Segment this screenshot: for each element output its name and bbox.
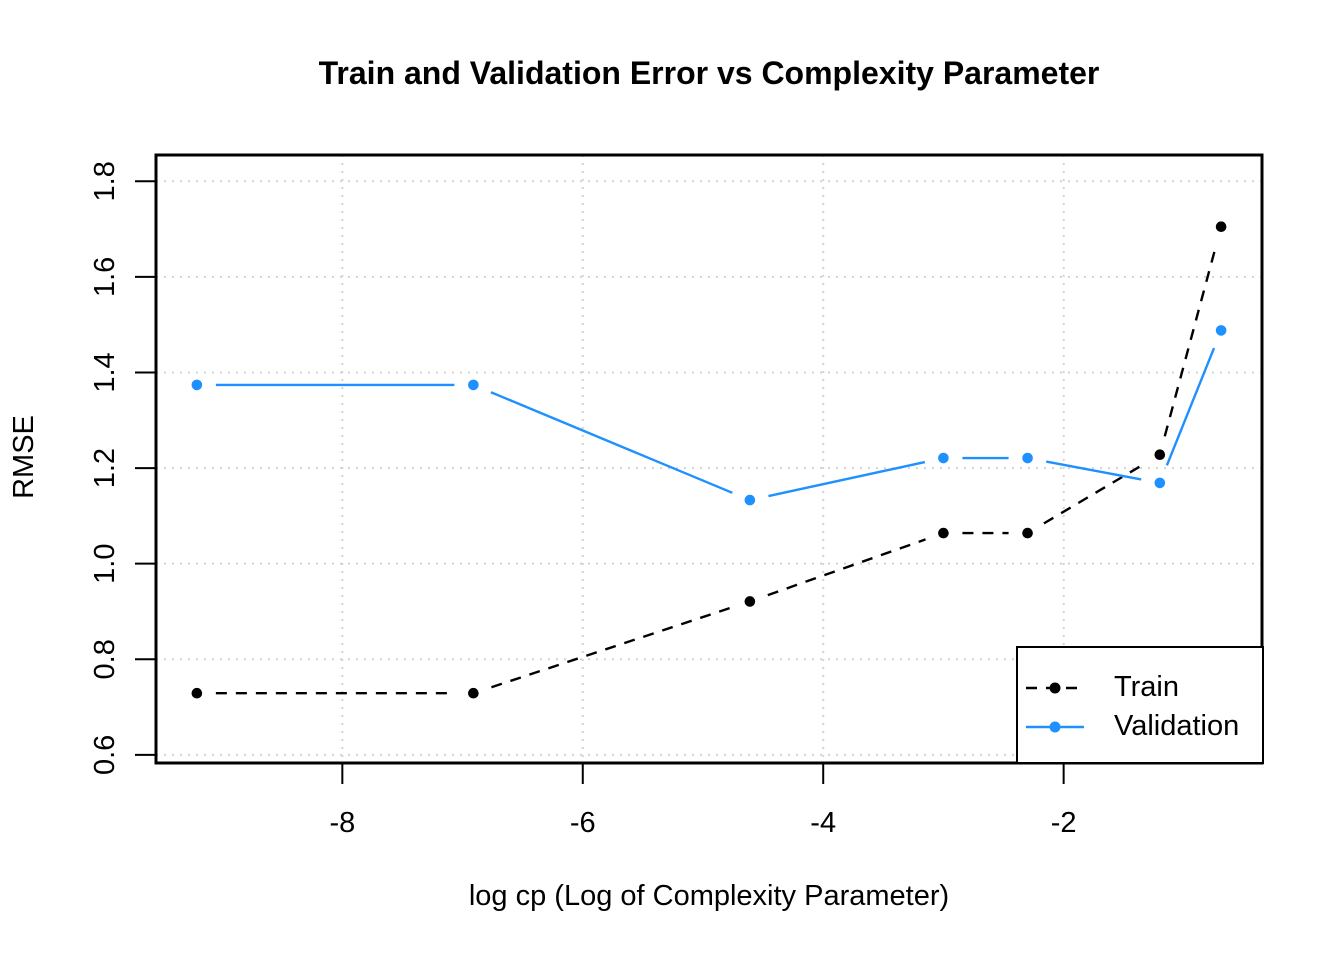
data-point [468, 379, 479, 391]
series-segment [768, 460, 926, 498]
chart-title: Train and Validation Error vs Complexity… [318, 55, 1100, 91]
data-point [1154, 449, 1166, 460]
y-axis-title: RMSE [8, 415, 40, 499]
series-segment [1163, 244, 1218, 437]
data-point [938, 452, 949, 464]
legend: Train Validation [1016, 646, 1264, 764]
y-tick-label: 1.6 [89, 257, 121, 297]
y-tick-label: 0.6 [89, 735, 121, 775]
series-segment [767, 538, 926, 597]
data-point [938, 527, 949, 539]
legend-row-validation: Validation [1026, 707, 1262, 746]
x-tick-label: -2 [1051, 807, 1077, 839]
legend-label-validation: Validation [1114, 710, 1240, 742]
y-tick-label: 0.8 [89, 639, 121, 679]
x-tick-label: -4 [810, 807, 836, 839]
data-point [191, 687, 203, 699]
data-series [191, 221, 1227, 699]
series-train [191, 221, 1227, 699]
x-axis-title: log cp (Log of Complexity Parameter) [468, 880, 950, 912]
y-tick-label: 1.8 [89, 161, 121, 201]
legend-label-train: Train [1114, 671, 1179, 703]
y-tick-label: 1.4 [89, 352, 121, 392]
y-tick-label: 1.2 [89, 448, 121, 488]
train-line-sample-icon [1026, 682, 1084, 693]
data-point [1022, 527, 1033, 539]
data-point [744, 494, 756, 506]
series-segment [1165, 347, 1216, 466]
data-point [1022, 452, 1033, 464]
x-tick-label: -8 [329, 807, 355, 839]
data-point [744, 596, 756, 607]
legend-row-train: Train [1026, 668, 1262, 707]
data-point [1154, 477, 1166, 489]
axes-and-ticks: -8 -6 -4 -2 0.6 0.8 1.0 1.2 1.4 1.6 1.8 [89, 153, 1264, 839]
series-segment [490, 391, 733, 494]
x-tick-label: -6 [570, 807, 596, 839]
series-segment [491, 606, 733, 689]
data-point [1215, 221, 1227, 232]
data-point [191, 379, 203, 391]
plot-border [154, 153, 1264, 765]
series-segment [1043, 463, 1145, 525]
data-point [468, 687, 479, 699]
series-validation [191, 325, 1227, 506]
series-segment [1046, 460, 1142, 481]
y-tick-label: 1.0 [89, 544, 121, 584]
data-point [1215, 325, 1227, 336]
validation-line-sample-icon [1026, 721, 1084, 732]
